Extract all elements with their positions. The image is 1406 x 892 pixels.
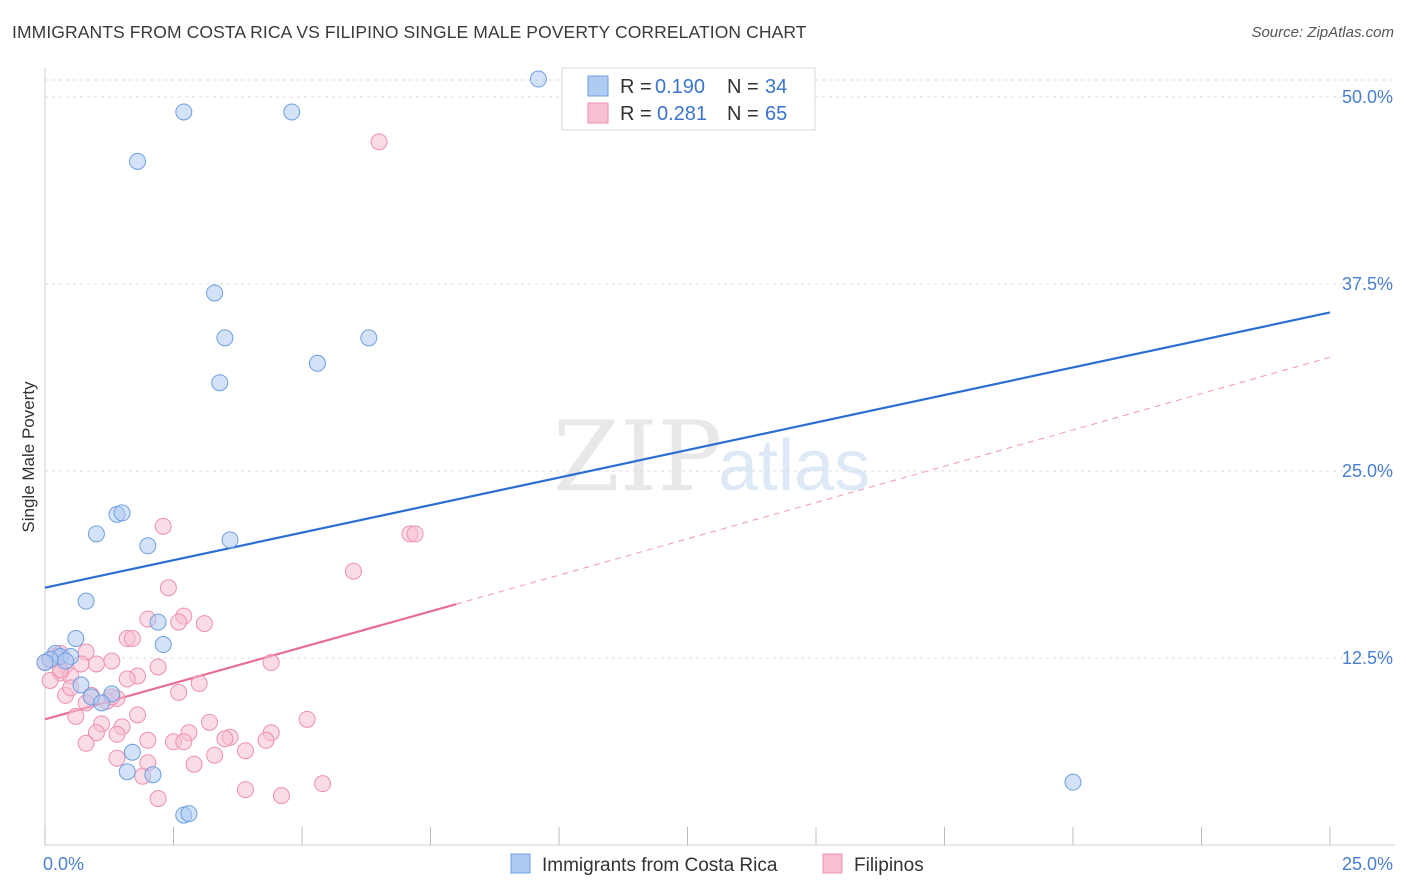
legend-n-label-pink: N = [727,103,759,125]
data-point-costa-rica [308,354,326,372]
y-tick-label: 12.5% [1342,648,1393,668]
data-point-filipinos [108,749,126,767]
data-point-costa-rica [36,653,54,671]
data-point-filipinos [195,615,213,633]
data-point-filipinos [257,731,275,749]
data-point-costa-rica [175,103,193,121]
data-point-filipinos [149,658,167,676]
data-point-filipinos [190,674,208,692]
data-point-filipinos [344,562,362,580]
data-point-costa-rica [87,525,105,543]
data-point-filipinos [118,670,136,688]
data-point-costa-rica [149,613,167,631]
data-point-filipinos [236,781,254,799]
bottom-legend-label-pink: Filipinos [854,855,924,876]
data-point-filipinos [236,742,254,760]
data-point-filipinos [129,706,147,724]
legend: R = 0.190 N = 34 R = 0.281 N = 65 [561,67,816,131]
chart-source: Source: ZipAtlas.com [1251,24,1394,41]
data-point-filipinos [108,725,126,743]
data-point-costa-rica [77,592,95,610]
data-point-costa-rica [57,652,75,670]
data-point-costa-rica [283,103,301,121]
y-tick-label: 25.0% [1342,461,1393,481]
data-point-costa-rica [93,694,111,712]
data-point-filipinos [170,613,188,631]
data-points [36,70,1082,824]
data-point-costa-rica [129,152,147,170]
data-point-filipinos [206,746,224,764]
grid-lines [45,79,1395,659]
data-point-filipinos [262,653,280,671]
watermark-zip: ZIP [553,401,722,513]
data-point-costa-rica [216,329,234,347]
data-point-costa-rica [1064,773,1082,791]
data-point-filipinos [139,731,157,749]
data-point-filipinos [185,755,203,773]
trend-line-costa-rica [44,311,1331,589]
data-point-costa-rica [144,766,162,784]
data-point-filipinos [159,579,177,597]
data-point-costa-rica [529,70,547,88]
data-point-costa-rica [360,329,378,347]
data-point-filipinos [406,525,424,543]
data-point-costa-rica [211,374,229,392]
tick-labels: 12.5% 25.0% 37.5% 50.0% 0.0% 25.0% [43,87,1393,874]
data-point-costa-rica [118,763,136,781]
chart-title: IMMIGRANTS FROM COSTA RICA VS FILIPINO S… [12,22,807,42]
data-point-costa-rica [72,676,90,694]
legend-n-value-blue: 34 [765,76,787,98]
bottom-legend-swatch-pink [822,853,843,874]
data-point-costa-rica [206,284,224,302]
bottom-legend-label-blue: Immigrants from Costa Rica [542,855,778,876]
legend-swatch-blue [587,75,609,97]
data-point-filipinos [149,790,167,808]
legend-r-value-blue: 0.190 [655,76,705,98]
data-point-costa-rica [139,537,157,555]
data-point-filipinos [170,683,188,701]
y-axis-label: Single Male Poverty [19,381,38,533]
data-point-filipinos [87,655,105,673]
data-point-costa-rica [180,805,198,823]
data-point-costa-rica [67,630,85,648]
bottom-legend-swatch-blue [510,853,531,874]
legend-r-value-pink: 0.281 [657,103,707,125]
y-tick-label: 37.5% [1342,274,1393,294]
bottom-legend: Immigrants from Costa Rica Filipinos [510,853,924,876]
legend-r-label-blue: R = [620,76,652,98]
y-tick-label: 50.0% [1342,87,1393,107]
data-point-filipinos [272,787,290,805]
data-point-filipinos [154,517,172,535]
data-point-filipinos [41,671,59,689]
data-point-costa-rica [154,636,172,654]
watermark: ZIP atlas [553,401,870,513]
legend-n-label-blue: N = [727,76,759,98]
x-tick-label: 0.0% [43,854,84,874]
axes [44,68,1395,846]
data-point-filipinos [298,710,316,728]
legend-r-label-pink: R = [620,103,652,125]
data-point-filipinos [200,713,218,731]
trend-line-filipinos [456,356,1331,605]
data-point-costa-rica [113,504,131,522]
data-point-costa-rica [123,743,141,761]
x-tick-label: 25.0% [1342,854,1393,874]
data-point-filipinos [370,133,388,151]
watermark-atlas: atlas [718,426,870,506]
legend-swatch-pink [587,102,609,124]
data-point-filipinos [77,734,95,752]
data-point-filipinos [67,707,85,725]
legend-n-value-pink: 65 [765,103,787,125]
data-point-filipinos [87,724,105,742]
data-point-filipinos [175,733,193,751]
data-point-filipinos [216,730,234,748]
data-point-filipinos [123,630,141,648]
data-point-filipinos [103,652,121,670]
data-point-filipinos [314,775,332,793]
data-point-costa-rica [221,531,239,549]
